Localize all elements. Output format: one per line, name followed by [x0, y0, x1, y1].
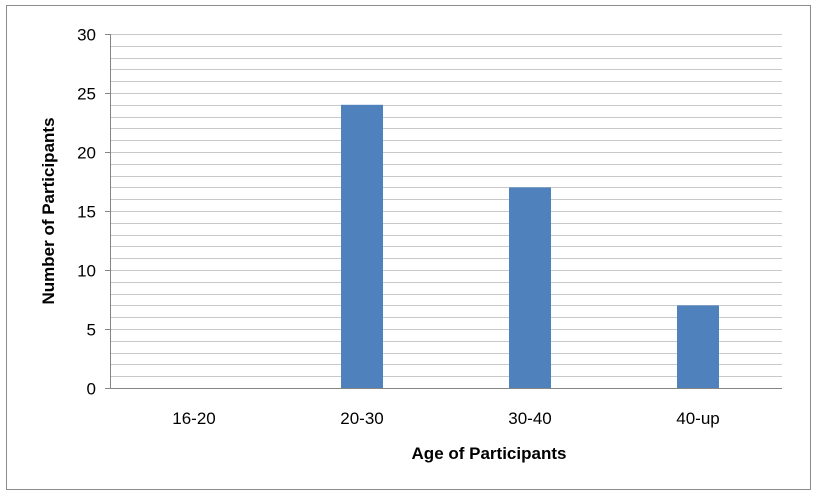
x-tick-label: 30-40: [508, 409, 551, 428]
y-tick-label: 0: [87, 380, 96, 399]
y-tick-label: 10: [77, 262, 96, 281]
y-axis-title: Number of Participants: [39, 117, 58, 304]
y-tick-label: 30: [77, 26, 96, 45]
gridlines: [110, 34, 782, 377]
bar-20-30: [341, 104, 383, 389]
bar-30-40: [509, 187, 551, 388]
y-tick-labels: 0 5 10 15 20 25 30: [77, 26, 110, 399]
y-tick-label: 20: [77, 144, 96, 163]
x-axis-title: Age of Participants: [412, 444, 567, 463]
x-tick-label: 40-up: [676, 409, 719, 428]
y-tick-label: 15: [77, 203, 96, 222]
y-tick-label: 5: [87, 321, 96, 340]
x-tick-labels: 16-20 20-30 30-40 40-up: [172, 409, 719, 428]
bars: [341, 104, 719, 389]
chart-frame: [6, 5, 811, 490]
x-tick-label: 16-20: [172, 409, 215, 428]
bar-40-up: [677, 305, 719, 388]
x-tick-label: 20-30: [340, 409, 383, 428]
y-tick-label: 25: [77, 85, 96, 104]
axes: [110, 34, 782, 389]
